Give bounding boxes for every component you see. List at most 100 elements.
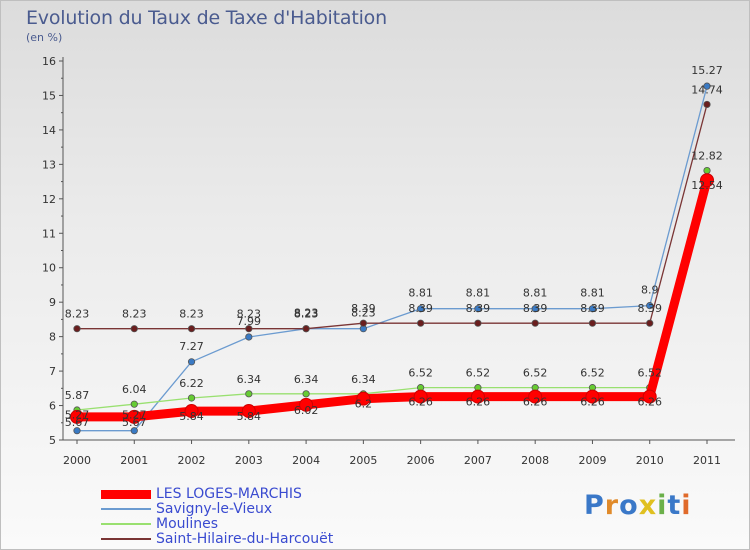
data-label: 6.34 (351, 373, 376, 386)
data-point (474, 319, 482, 327)
data-label: 6.04 (122, 383, 147, 396)
y-tick-label: 7 (49, 365, 56, 378)
x-tick-label: 2003 (235, 454, 263, 467)
data-point (417, 305, 425, 313)
data-point (700, 173, 714, 188)
data-point (299, 397, 314, 412)
y-tick-label: 14 (42, 124, 56, 137)
data-label: 14.74 (691, 83, 723, 96)
data-label: 6.2 (355, 398, 373, 411)
data-point (528, 389, 543, 404)
legend-label: LES LOGES-MARCHIS (156, 486, 302, 502)
legend-swatch (101, 523, 151, 525)
data-point (642, 389, 657, 404)
data-label: 8.23 (351, 307, 376, 320)
data-point (302, 390, 310, 398)
data-point (703, 166, 711, 175)
legend-swatch (101, 508, 151, 510)
data-label: 6.52 (408, 367, 433, 380)
data-point (245, 333, 253, 341)
data-point (130, 427, 138, 435)
x-tick-label: 2009 (578, 454, 606, 467)
logo-letter: i (657, 490, 668, 521)
y-tick-label: 11 (42, 227, 56, 240)
y-tick-label: 9 (49, 296, 56, 309)
data-point (356, 391, 371, 406)
data-label: 8.39 (351, 302, 376, 315)
data-point (703, 82, 711, 90)
data-point (70, 409, 84, 424)
data-label: 6.34 (294, 373, 319, 386)
data-label: 8.39 (580, 302, 605, 315)
data-label: 8.39 (466, 302, 491, 315)
data-label: 5.67 (65, 416, 90, 429)
logo-letter: t (667, 490, 682, 521)
data-point (130, 400, 138, 408)
data-point (241, 404, 256, 419)
legend-label: Moulines (156, 516, 219, 532)
legend-label: Savigny-le-Vieux (156, 501, 273, 517)
data-label: 5.27 (122, 409, 147, 422)
x-tick-label: 2004 (292, 454, 320, 467)
data-label: 5.87 (65, 389, 90, 402)
logo-letter: i (681, 490, 692, 521)
data-point (646, 302, 654, 310)
proxiti-logo: Proxiti (584, 490, 692, 521)
series-lines (70, 82, 714, 435)
y-tick-label: 5 (49, 434, 56, 447)
data-label: 8.23 (294, 308, 319, 321)
data-label: 8.23 (122, 308, 147, 321)
x-tick-label: 2010 (636, 454, 664, 467)
data-point (127, 409, 142, 424)
data-label: 8.81 (466, 287, 491, 300)
data-point (417, 319, 425, 327)
data-label: 6.26 (466, 396, 491, 409)
data-point (184, 404, 199, 419)
series-line-3 (76, 103, 708, 330)
data-point (73, 427, 81, 435)
data-label: 5.67 (122, 416, 147, 429)
data-point (413, 389, 428, 404)
data-label: 15.27 (691, 64, 723, 77)
data-label: 8.39 (408, 302, 433, 315)
logo-letter: o (619, 490, 639, 521)
data-label: 6.52 (466, 367, 491, 380)
data-label: 8.9 (641, 284, 659, 297)
y-tick-label: 6 (49, 400, 56, 413)
logo-letter: P (584, 490, 605, 521)
data-labels: 5.27 5.277.277.998.23 8.238.81 8.81 8.81 8.81… (65, 64, 723, 429)
series-line-1 (76, 85, 708, 432)
data-point (474, 305, 482, 313)
data-label: 8.81 (408, 287, 433, 300)
data-point (130, 325, 138, 333)
data-label: 8.23 (179, 308, 204, 321)
x-tick-label: 2001 (120, 454, 148, 467)
data-label: 8.23 (294, 307, 319, 320)
data-label: 6.52 (523, 367, 548, 380)
data-label: 6.52 (580, 367, 605, 380)
data-point (470, 389, 485, 404)
data-label: 7.27 (179, 340, 204, 353)
x-tick-label: 2002 (178, 454, 206, 467)
logo-letter: x (638, 490, 658, 521)
y-tick-label: 13 (42, 158, 56, 171)
data-label: 6.34 (237, 373, 262, 386)
data-label: 6.52 (637, 367, 662, 380)
data-label: 6.26 (408, 396, 433, 409)
data-point (531, 319, 539, 327)
data-label: 6.26 (637, 396, 662, 409)
x-tick-label: 2000 (63, 454, 91, 467)
data-label: 5.27 (65, 409, 90, 422)
data-label: 5.84 (237, 410, 262, 423)
data-point (187, 325, 196, 333)
x-tick-label: 2008 (521, 454, 549, 467)
data-point (359, 319, 367, 327)
y-tick-label: 10 (42, 262, 56, 275)
data-point (73, 325, 81, 333)
data-point (302, 325, 310, 333)
data-point (531, 305, 539, 313)
data-label: 8.23 (65, 308, 90, 321)
x-tick-label: 2011 (693, 454, 721, 467)
